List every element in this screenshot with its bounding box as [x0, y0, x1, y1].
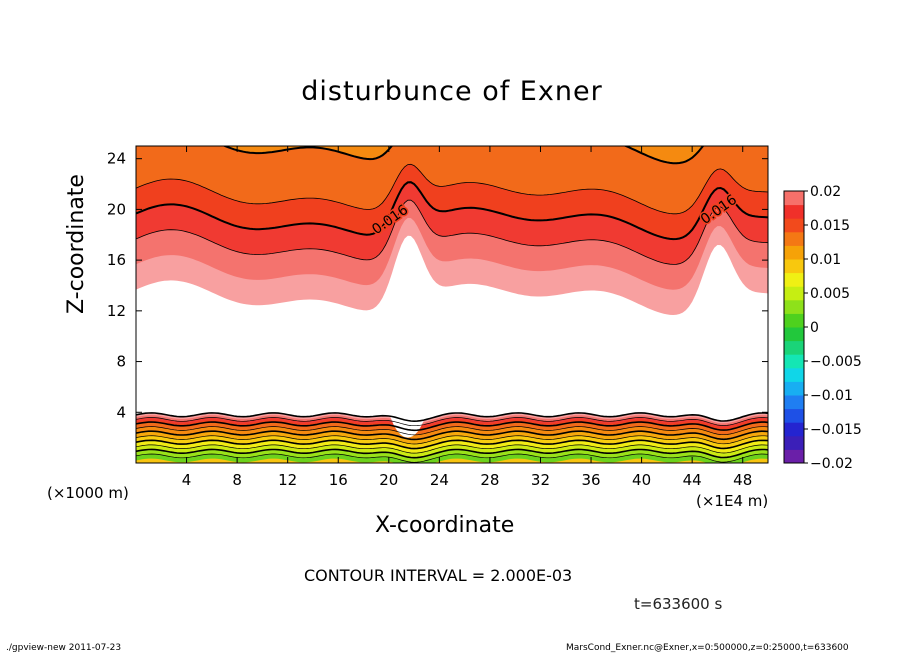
contour-band: [136, 235, 768, 422]
plot-frame: [135, 145, 769, 464]
contour-line: [136, 430, 768, 441]
x-tick-label: 36: [581, 471, 600, 489]
x-tick-label: 28: [480, 471, 499, 489]
colorbar-cell: [784, 354, 804, 369]
contour-line: [136, 412, 768, 423]
colorbar-cell: [784, 449, 804, 464]
colorbar-tick-label: −0.015: [810, 422, 862, 438]
contour-line: [136, 163, 768, 215]
x-tick-label: 4: [182, 471, 192, 489]
contour-line: [136, 453, 768, 463]
colorbar-cell: [784, 422, 804, 437]
x-tick-label: 8: [232, 471, 242, 489]
y-tick-label: 12: [107, 302, 126, 320]
max-region: [382, 285, 434, 438]
chart-title: disturbunce of Exner: [301, 76, 603, 107]
colorbar-cell: [784, 327, 804, 342]
colorbar-cell: [784, 231, 804, 246]
colorbar-tick-label: −0.01: [810, 388, 853, 404]
colorbar-cell: [784, 340, 804, 355]
colorbar-cell: [784, 395, 804, 410]
x-tick-label: 40: [632, 471, 651, 489]
time-label: t=633600 s: [634, 595, 723, 613]
contour-line: [222, 146, 705, 165]
colorbar-tick-label: 0.015: [810, 218, 850, 234]
contour-line: [136, 426, 768, 436]
x-unit-right: (×1E4 m): [696, 492, 769, 510]
y-tick-label: 4: [116, 403, 126, 421]
colorbar-cell: [784, 286, 804, 301]
y-axis-label: Z-coordinate: [64, 174, 89, 314]
x-tick-label: 16: [329, 471, 348, 489]
x-tick-label: 12: [278, 471, 297, 489]
contour-line: [136, 199, 768, 265]
colorbar-cell: [784, 367, 804, 382]
x-tick-label: 44: [683, 471, 702, 489]
plot-field: [136, 146, 768, 463]
x-axis-label: X-coordinate: [375, 513, 515, 538]
contour-interval: CONTOUR INTERVAL = 2.000E-03: [304, 566, 573, 585]
max-region: [641, 348, 743, 400]
y-tick-label: 16: [107, 251, 126, 269]
colorbar-cell: [784, 313, 804, 328]
colorbar-cell: [784, 408, 804, 423]
max-region: [567, 365, 585, 389]
colorbar-tick-label: 0.005: [810, 286, 850, 302]
colorbar-cell: [784, 259, 804, 274]
y-tick-label: 24: [107, 150, 126, 168]
colorbar-tick-label: −0.005: [810, 354, 862, 370]
footer-left: ./gpview-new 2011-07-23: [6, 643, 122, 653]
x-tick-label: 20: [379, 471, 398, 489]
colorbar-cell: [784, 435, 804, 450]
contour-line: [136, 444, 768, 454]
colorbar-cell: [784, 272, 804, 287]
colorbar-tick-label: 0.02: [810, 184, 841, 200]
contour-line: [136, 181, 768, 241]
contour-line: [136, 448, 768, 459]
colorbar-cell: [784, 299, 804, 314]
max-region: [227, 334, 293, 401]
colorbar-tick-label: 0: [810, 320, 819, 336]
y-tick-label: 8: [116, 353, 126, 371]
footer-right: MarsCond_Exner.nc@Exner,x=0:500000,z=0:2…: [566, 643, 849, 653]
colorbar-cell: [784, 381, 804, 396]
max-region: [496, 355, 535, 399]
contour-line: [136, 439, 768, 450]
contour-line: [136, 417, 768, 427]
x-unit-left: (×1000 m): [47, 484, 129, 502]
colorbar-cell: [784, 204, 804, 219]
y-tick-label: 20: [107, 200, 126, 218]
colorbar-tick-label: −0.02: [810, 456, 853, 472]
contour-line: [136, 435, 768, 445]
contour-line: [136, 421, 768, 432]
x-tick-label: 48: [733, 471, 752, 489]
colorbar-cell: [784, 191, 804, 206]
x-tick-label: 24: [430, 471, 449, 489]
max-region: [306, 355, 383, 394]
colorbar-cell: [784, 245, 804, 260]
x-tick-label: 32: [531, 471, 550, 489]
max-region: [165, 357, 196, 391]
colorbar-cell: [784, 218, 804, 233]
colorbar-tick-label: 0.01: [810, 252, 841, 268]
